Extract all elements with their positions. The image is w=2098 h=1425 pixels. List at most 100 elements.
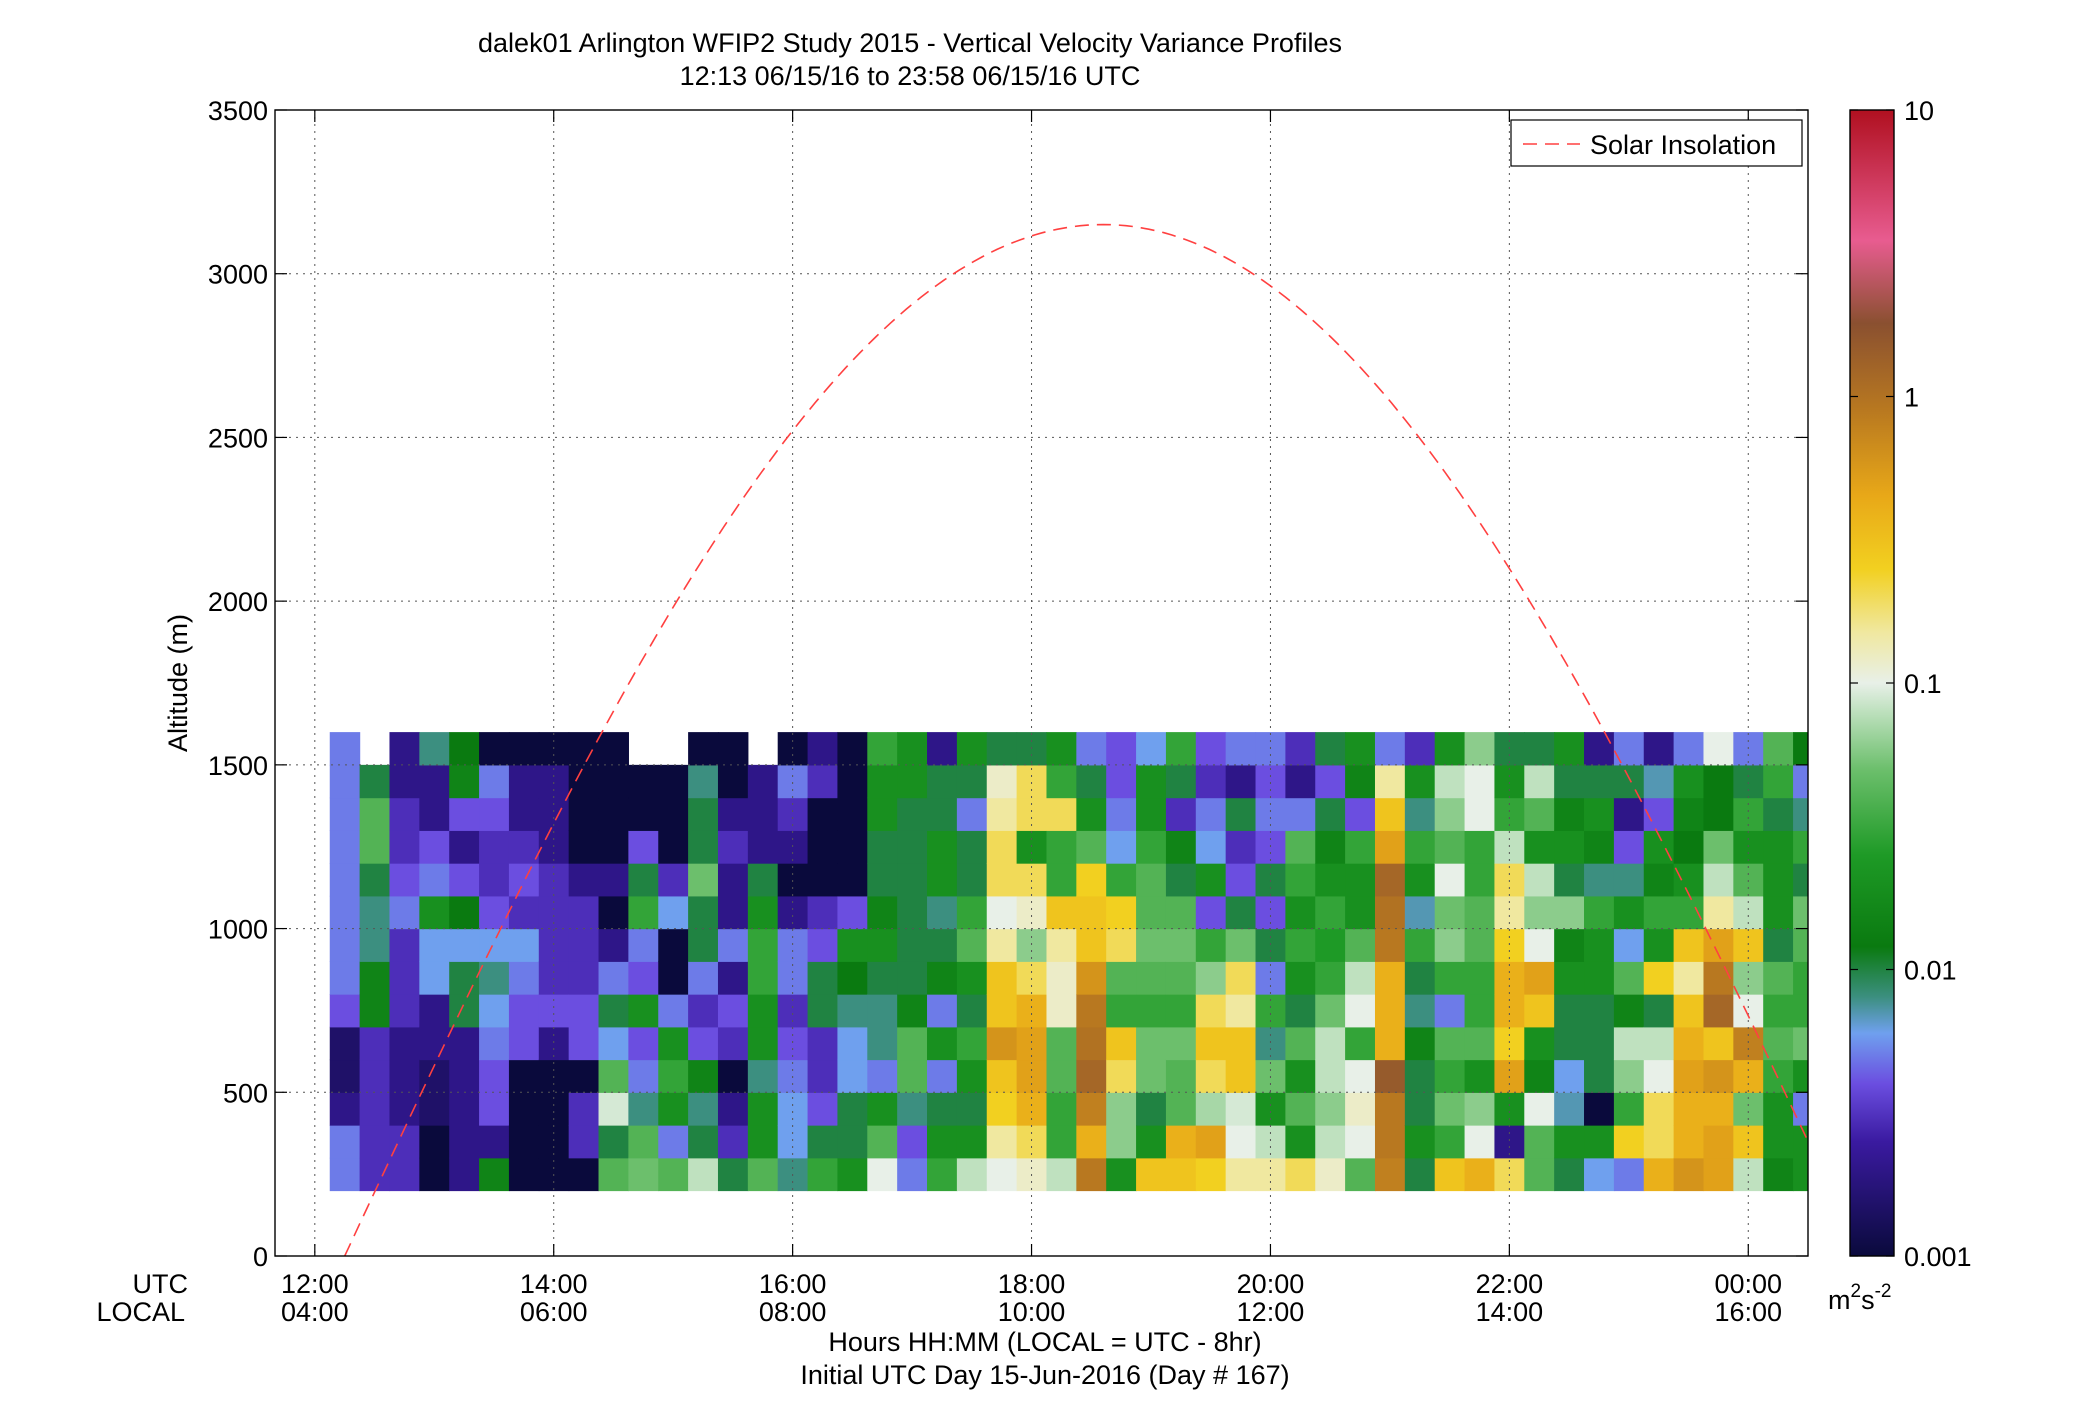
heatmap-cell (956, 928, 988, 962)
heatmap-cell (1494, 1026, 1525, 1061)
heatmap-cell (1524, 1059, 1555, 1093)
heatmap-cell (956, 895, 988, 930)
heatmap-cell (1106, 732, 1137, 766)
heatmap-cell (1434, 830, 1466, 864)
heatmap-cell (1136, 1092, 1167, 1126)
heatmap-cell (1225, 1125, 1257, 1159)
heatmap-cell (1046, 764, 1077, 799)
heatmap-cell (717, 961, 749, 995)
heatmap-cell (747, 994, 779, 1028)
heatmap-cell (1524, 961, 1555, 995)
heatmap-cell (1763, 1059, 1794, 1093)
heatmap-cell (1195, 994, 1227, 1028)
heatmap-cell (1285, 830, 1316, 864)
heatmap-cell (1345, 797, 1376, 831)
heatmap-cell (1076, 1026, 1107, 1061)
heatmap-cell (628, 928, 659, 962)
heatmap-cell (807, 863, 839, 897)
heatmap-cell (1643, 1125, 1675, 1159)
heatmap-cell (1285, 994, 1316, 1028)
heatmap-cell (1255, 764, 1286, 799)
heatmap-cell (1345, 1059, 1376, 1093)
heatmap-cell (658, 797, 689, 831)
heatmap-cell (1285, 732, 1316, 766)
heatmap-cell (1793, 732, 1808, 766)
heatmap-cell (837, 895, 868, 930)
legend: Solar Insolation (1510, 119, 1803, 167)
heatmap-cell (1076, 1059, 1107, 1093)
heatmap-cell (1404, 1157, 1436, 1192)
heatmap-cell (359, 1092, 391, 1126)
heatmap-cell (1584, 928, 1615, 962)
y-tick-label: 1000 (208, 915, 268, 945)
heatmap-cell (1315, 1092, 1346, 1126)
colorbar-tick-label: 1 (1904, 383, 1919, 413)
heatmap-cell (1106, 1157, 1137, 1192)
heatmap-cell (359, 764, 391, 799)
heatmap-cell (419, 961, 450, 995)
heatmap-cell (867, 797, 898, 831)
y-tick-label: 2000 (208, 587, 268, 617)
heatmap-cell (1733, 1026, 1764, 1061)
heatmap-cell (688, 1157, 719, 1192)
heatmap-cell (1464, 928, 1496, 962)
heatmap-cell (747, 1059, 779, 1093)
heatmap-cell (1046, 1157, 1077, 1192)
heatmap-cell (479, 797, 510, 831)
heatmap-cell (1584, 1026, 1615, 1061)
heatmap-cell (688, 1026, 719, 1061)
heatmap-cell (1225, 928, 1257, 962)
heatmap-cell (777, 863, 809, 897)
heatmap-cell (479, 1125, 510, 1159)
heatmap-cell (449, 1125, 480, 1159)
heatmap-cell (479, 961, 510, 995)
colorbar-unit: m2s-2 (1828, 1281, 1891, 1315)
heatmap-cell (956, 732, 988, 766)
heatmap-cell (658, 830, 689, 864)
heatmap-cell (329, 1125, 361, 1159)
heatmap-cell (1524, 1092, 1555, 1126)
heatmap-cell (1673, 830, 1705, 864)
heatmap-cell (837, 961, 868, 995)
heatmap-cell (1345, 1125, 1376, 1159)
heatmap-cell (1673, 863, 1705, 897)
heatmap-cell (1584, 1092, 1615, 1126)
heatmap-cell (598, 1059, 629, 1093)
heatmap-cell (837, 732, 868, 766)
heatmap-cell (419, 1026, 450, 1061)
heatmap-cell (1345, 994, 1376, 1028)
heatmap-cell (897, 764, 928, 799)
heatmap-cell (1703, 961, 1734, 995)
heatmap-cell (1165, 994, 1197, 1028)
heatmap-cell (688, 1092, 719, 1126)
x-axis-sublabel: Initial UTC Day 15-Jun-2016 (Day # 167) (800, 1360, 1289, 1390)
heatmap-cell (1076, 895, 1107, 930)
heatmap-cell (449, 994, 480, 1028)
heatmap-cell (1016, 1026, 1048, 1061)
heatmap-cell (717, 1157, 749, 1192)
heatmap-cell (1464, 797, 1496, 831)
heatmap-cell (1315, 764, 1346, 799)
heatmap-cell (419, 994, 450, 1028)
heatmap-cell (1703, 1059, 1734, 1093)
heatmap-cell (1673, 1059, 1705, 1093)
heatmap-cell (1046, 994, 1077, 1028)
heatmap-cell (1494, 1125, 1525, 1159)
heatmap-cell (897, 1125, 928, 1159)
heatmap-cell (1554, 994, 1585, 1028)
heatmap-cell (1225, 797, 1257, 831)
heatmap-cell (1225, 895, 1257, 930)
heatmap-cell (538, 863, 570, 897)
heatmap-cell (329, 994, 361, 1028)
heatmap-cell (1345, 1157, 1376, 1192)
heatmap-cell (598, 797, 629, 831)
heatmap-cell (1255, 961, 1286, 995)
heatmap-cell (479, 994, 510, 1028)
heatmap-cell (1315, 1026, 1346, 1061)
heatmap-cell (927, 994, 958, 1028)
heatmap-cell (1165, 863, 1197, 897)
heatmap-cell (508, 863, 540, 897)
heatmap-cell (538, 895, 570, 930)
x-tick-label-local: 14:00 (1476, 1297, 1544, 1327)
heatmap-cell (927, 797, 958, 831)
